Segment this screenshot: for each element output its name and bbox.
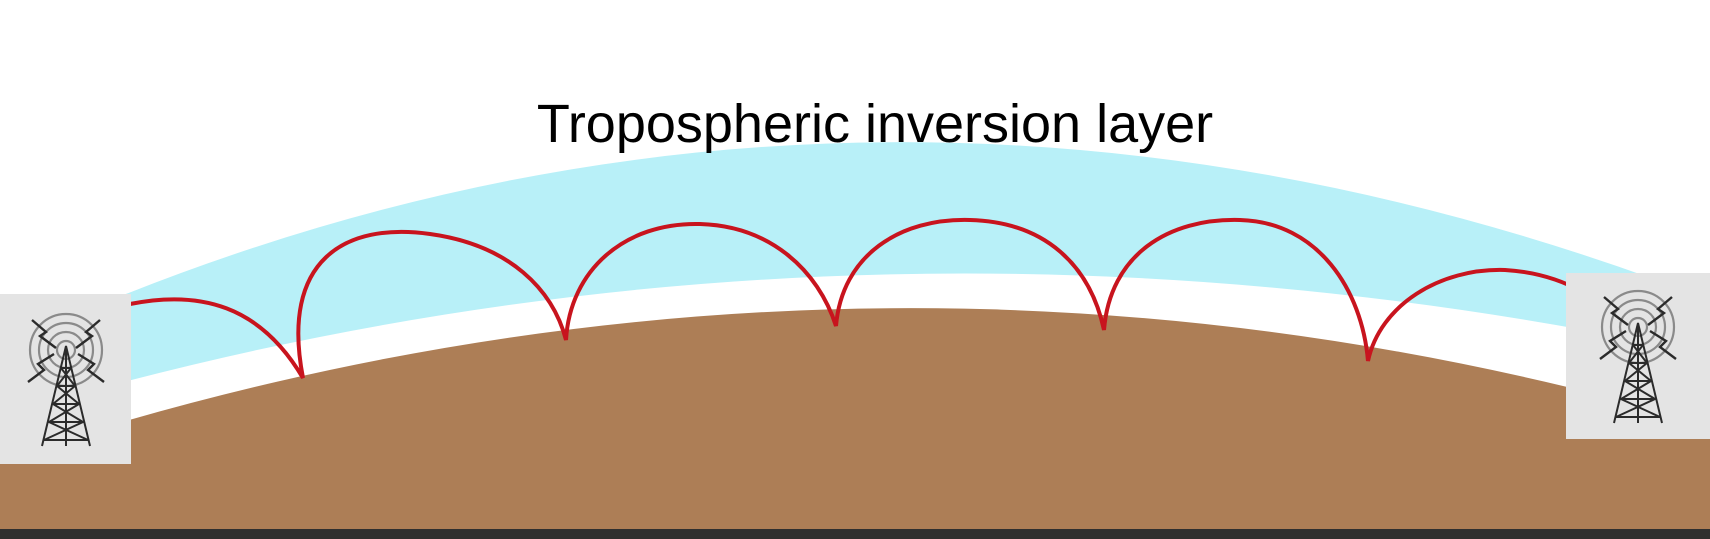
left-tower-icon <box>0 294 131 464</box>
inversion-layer-band <box>40 142 1710 405</box>
diagram-title: Tropospheric inversion layer <box>536 94 1214 154</box>
right-tower-icon <box>1566 273 1710 439</box>
earth-surface <box>0 308 1710 539</box>
signal-path <box>128 217 1585 380</box>
bottom-bar <box>0 529 1710 539</box>
